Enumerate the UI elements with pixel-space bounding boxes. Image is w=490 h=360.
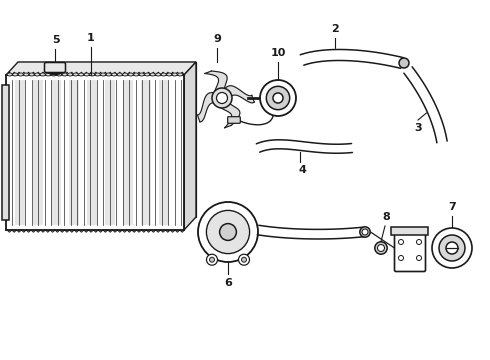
Ellipse shape <box>51 73 56 76</box>
Ellipse shape <box>35 73 40 76</box>
Circle shape <box>360 227 370 237</box>
Circle shape <box>446 242 458 254</box>
Polygon shape <box>33 80 43 225</box>
Ellipse shape <box>139 73 144 76</box>
Ellipse shape <box>84 73 89 76</box>
Polygon shape <box>257 225 364 239</box>
Ellipse shape <box>112 73 117 76</box>
Circle shape <box>399 58 409 68</box>
Polygon shape <box>217 96 240 128</box>
Circle shape <box>416 256 421 261</box>
Ellipse shape <box>150 73 155 76</box>
Ellipse shape <box>7 73 12 76</box>
Ellipse shape <box>62 73 67 76</box>
Text: 10: 10 <box>270 48 286 58</box>
Ellipse shape <box>106 73 111 76</box>
Text: 8: 8 <box>382 212 390 222</box>
Ellipse shape <box>145 73 150 76</box>
Ellipse shape <box>48 68 63 75</box>
Circle shape <box>362 229 368 235</box>
Ellipse shape <box>29 73 34 76</box>
Ellipse shape <box>128 73 133 76</box>
Polygon shape <box>256 140 352 153</box>
Ellipse shape <box>134 73 139 76</box>
Text: 4: 4 <box>298 165 306 175</box>
Circle shape <box>273 93 283 103</box>
Circle shape <box>398 256 403 261</box>
Circle shape <box>260 80 296 116</box>
Ellipse shape <box>117 73 122 76</box>
Polygon shape <box>141 80 151 225</box>
Text: 1: 1 <box>87 33 95 43</box>
Circle shape <box>220 224 236 240</box>
Ellipse shape <box>101 73 106 76</box>
Text: 9: 9 <box>213 34 221 44</box>
FancyBboxPatch shape <box>392 226 428 234</box>
Ellipse shape <box>13 73 18 76</box>
FancyBboxPatch shape <box>45 63 66 72</box>
Ellipse shape <box>46 73 50 76</box>
Ellipse shape <box>156 73 161 76</box>
Circle shape <box>198 202 258 262</box>
Circle shape <box>242 257 246 262</box>
Circle shape <box>432 228 472 268</box>
Circle shape <box>375 242 387 254</box>
Text: 3: 3 <box>414 123 422 133</box>
Circle shape <box>206 210 249 253</box>
FancyBboxPatch shape <box>228 117 240 123</box>
Polygon shape <box>87 80 97 225</box>
Ellipse shape <box>73 73 78 76</box>
Ellipse shape <box>178 73 183 76</box>
Ellipse shape <box>90 73 95 76</box>
Bar <box>6 75 184 230</box>
Polygon shape <box>220 86 254 104</box>
Ellipse shape <box>40 73 45 76</box>
Polygon shape <box>159 80 169 225</box>
Polygon shape <box>184 62 196 230</box>
Ellipse shape <box>18 73 23 76</box>
FancyBboxPatch shape <box>394 229 425 271</box>
Polygon shape <box>197 93 224 122</box>
Text: 5: 5 <box>52 35 60 45</box>
Circle shape <box>206 254 218 265</box>
Ellipse shape <box>95 73 100 76</box>
Bar <box>18 62 196 217</box>
Text: 7: 7 <box>448 202 456 212</box>
Ellipse shape <box>68 73 73 76</box>
Ellipse shape <box>172 73 177 76</box>
Ellipse shape <box>24 73 29 76</box>
Ellipse shape <box>167 73 172 76</box>
Ellipse shape <box>79 73 84 76</box>
Ellipse shape <box>45 68 65 73</box>
Polygon shape <box>205 71 228 100</box>
Polygon shape <box>300 49 403 68</box>
Circle shape <box>266 86 290 110</box>
Ellipse shape <box>161 73 166 76</box>
Text: 6: 6 <box>224 278 232 288</box>
Circle shape <box>398 239 403 244</box>
Circle shape <box>377 244 385 252</box>
Circle shape <box>212 88 232 108</box>
Polygon shape <box>15 80 25 225</box>
Polygon shape <box>123 80 133 225</box>
Ellipse shape <box>122 73 128 76</box>
Polygon shape <box>404 67 447 143</box>
Circle shape <box>217 93 227 104</box>
Bar <box>2 85 9 220</box>
Polygon shape <box>51 80 61 225</box>
Text: 2: 2 <box>331 24 339 34</box>
Circle shape <box>210 257 215 262</box>
Circle shape <box>416 239 421 244</box>
Ellipse shape <box>57 73 62 76</box>
Polygon shape <box>6 62 196 75</box>
Circle shape <box>439 235 465 261</box>
Polygon shape <box>105 80 115 225</box>
Polygon shape <box>69 80 79 225</box>
Circle shape <box>239 254 249 265</box>
